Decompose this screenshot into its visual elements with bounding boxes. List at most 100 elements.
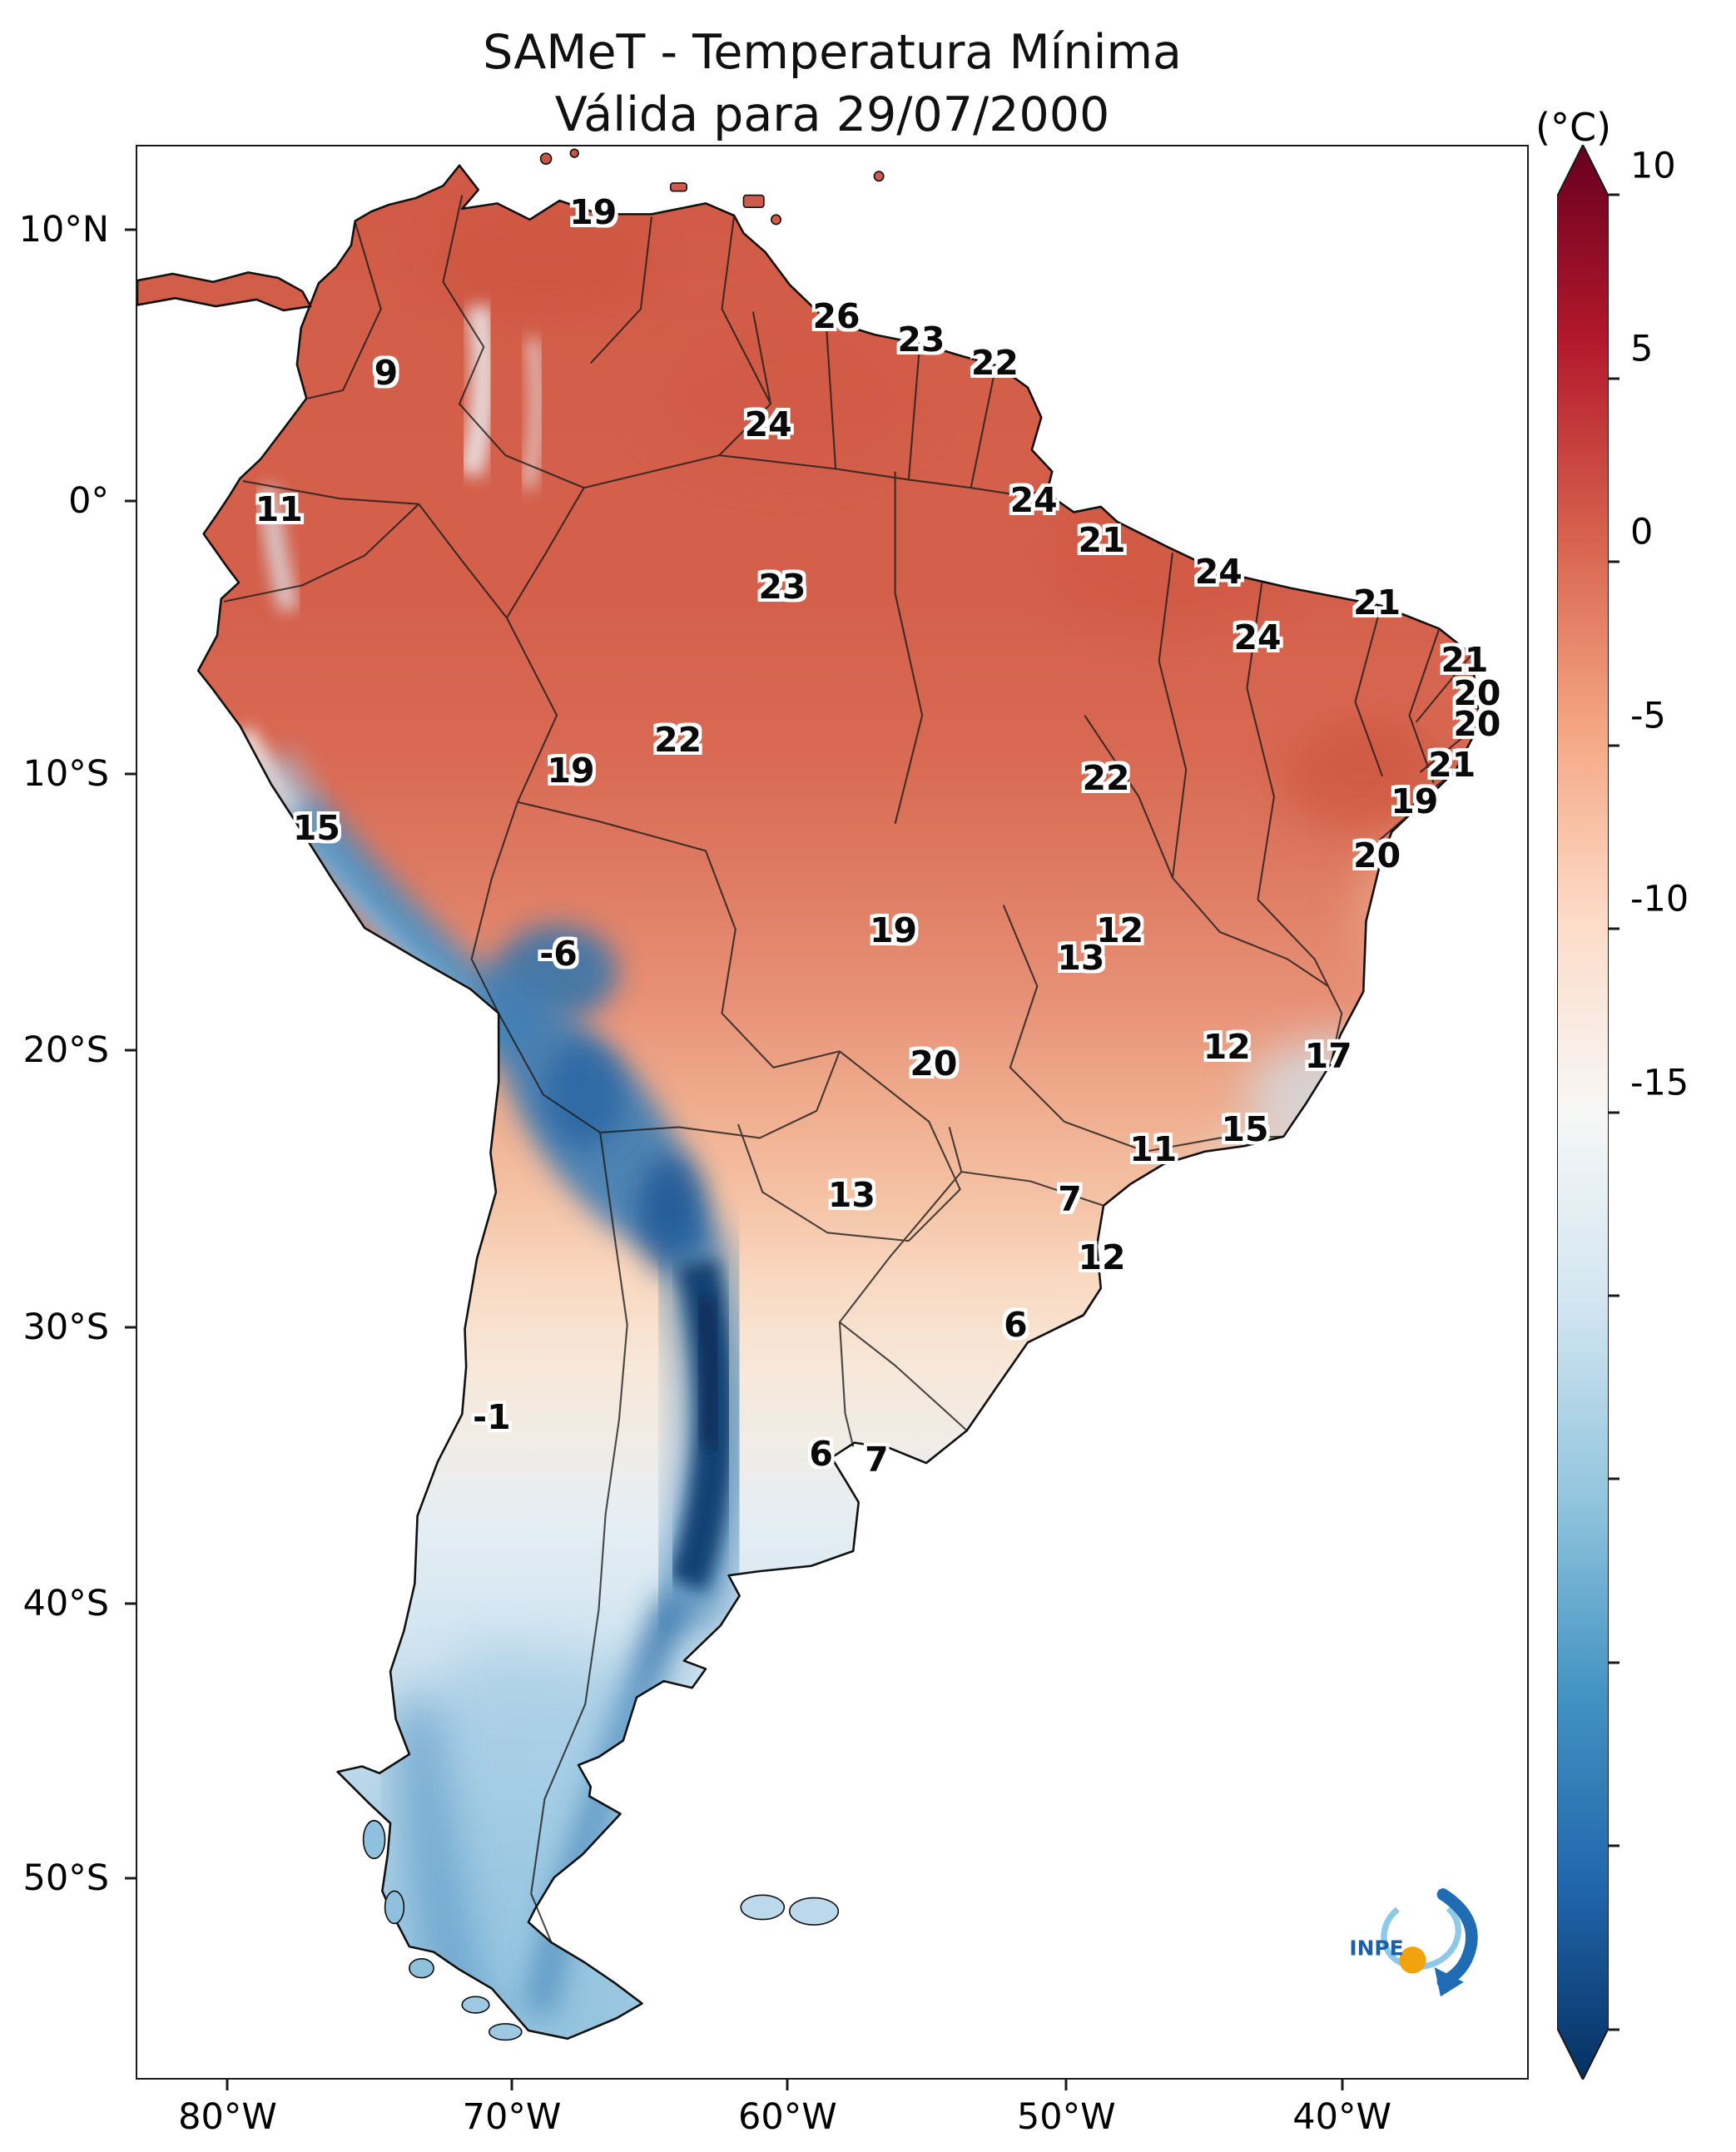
lat-tick-mark — [125, 1877, 136, 1880]
cbar-tick-mark — [1609, 1294, 1619, 1297]
colorbar — [1557, 145, 1609, 2080]
temp-value-label: 22 — [1082, 757, 1130, 798]
temp-value-label: 12 — [1078, 1237, 1126, 1277]
lon-tick-label: 70°W — [462, 2096, 562, 2138]
lon-tick-label: 50°W — [1016, 2096, 1116, 2138]
temp-value-label: 9 — [374, 352, 399, 393]
temp-value-label: 11 — [255, 489, 303, 530]
temp-value-label: 6 — [1004, 1304, 1028, 1345]
temp-value-label: 24 — [1194, 551, 1242, 592]
colorbar-unit-label: (°C) — [1535, 105, 1612, 150]
lat-tick-label: 10°S — [22, 752, 109, 795]
cbar-tick-label: 0 — [1630, 511, 1654, 553]
temp-value-label: 22 — [654, 719, 702, 760]
temp-value-label: 23 — [897, 320, 945, 360]
cbar-tick-mark — [1609, 744, 1619, 747]
lat-tick-mark — [125, 772, 136, 776]
cbar-tick-mark — [1609, 193, 1619, 196]
lat-tick-mark — [125, 1326, 136, 1329]
temp-value-label: 13 — [827, 1175, 875, 1216]
lon-tick-mark — [1064, 2080, 1068, 2090]
temp-value-label: 24 — [744, 404, 792, 445]
temp-value-label: 19 — [869, 910, 917, 951]
cbar-tick-mark — [1609, 2028, 1619, 2031]
country-state-borders — [223, 195, 1481, 1943]
temp-value-label: 21 — [1428, 744, 1476, 785]
lat-tick-label: 30°S — [22, 1306, 109, 1348]
temp-value-label: 20 — [1453, 672, 1501, 713]
cbar-tick-label: 15 — [1630, 0, 1682, 1897]
cbar-tick-label: 10 — [1630, 145, 1676, 186]
temp-value-label: 20 — [1453, 703, 1501, 744]
lon-tick-mark — [786, 2080, 789, 2090]
cbar-tick-mark — [1609, 1844, 1619, 1847]
cbar-tick-mark — [1609, 927, 1619, 930]
temp-value-label: 26 — [812, 296, 861, 337]
lat-tick-mark — [125, 1049, 136, 1052]
cbar-tick-mark — [1609, 1111, 1619, 1113]
map-plot: 19 26 23 22 9 24 24 11 21 24 23 21 24 21 20 20 22 19 21 22 1… — [136, 145, 1529, 2080]
coastline — [137, 164, 1481, 2040]
inpe-logo: INPE — [1349, 1888, 1478, 1997]
islands — [362, 148, 885, 2041]
temp-labels-layer: 19 26 23 22 9 24 24 11 21 24 23 21 24 21 20 20 22 19 21 22 1… — [137, 146, 1527, 2078]
lon-tick-mark — [1341, 2080, 1344, 2090]
cbar-tick-mark — [1609, 377, 1619, 380]
temp-value-label: 13 — [1057, 937, 1105, 978]
cbar-tick-mark — [1609, 560, 1619, 563]
lon-tick-mark — [226, 2080, 229, 2090]
chart-title-line2: Válida para 29/07/2000 — [554, 87, 1110, 143]
lat-tick-label: 0° — [68, 479, 109, 522]
cbar-tick-label: -10 — [1630, 878, 1689, 920]
cbar-tick-mark — [1609, 1477, 1619, 1480]
logo-arrow-icon — [1434, 1967, 1464, 1997]
lat-tick-label: 50°S — [22, 1857, 109, 1900]
cbar-axis: 35302520151050-5-10-15 — [1609, 0, 1736, 2080]
lat-tick-label: 40°S — [22, 1583, 109, 1625]
temp-value-label: 21 — [1441, 640, 1489, 681]
temp-value-label: -1 — [473, 1397, 511, 1438]
temp-value-label: 19 — [1391, 781, 1439, 821]
temp-value-label: 12 — [1096, 910, 1144, 951]
lat-tick-label: 20°S — [22, 1029, 109, 1072]
temp-value-label: 11 — [1129, 1128, 1178, 1169]
temp-value-label: 21 — [1078, 520, 1126, 561]
temp-value-label: 12 — [1203, 1026, 1251, 1067]
lon-tick-mark — [510, 2080, 513, 2090]
lon-tick-label: 80°W — [178, 2096, 277, 2138]
temp-value-label: 20 — [1353, 835, 1401, 875]
temp-value-label: 19 — [547, 750, 595, 791]
lat-axis: 10°N 0° 10°S 20°S 30°S 40°S 50°S — [0, 145, 136, 2080]
temp-value-label: 19 — [569, 191, 618, 232]
temp-value-label: 21 — [1353, 582, 1401, 622]
lat-tick-label: 10°N — [18, 209, 109, 251]
lon-tick-label: 40°W — [1292, 2096, 1392, 2138]
temp-value-label: 7 — [865, 1440, 889, 1480]
temp-value-label: 20 — [910, 1044, 958, 1084]
lat-tick-mark — [125, 228, 136, 231]
temp-value-label: 24 — [1009, 479, 1058, 520]
logo-orange-globe-icon — [1399, 1946, 1426, 1974]
cbar-tick-label: -15 — [1630, 1062, 1689, 1104]
inpe-logo-text: INPE — [1349, 1936, 1403, 1961]
cbar-tick-label: -5 — [1630, 695, 1666, 737]
temp-value-label: 7 — [1058, 1178, 1082, 1219]
cbar-tick-mark — [1609, 1661, 1619, 1664]
lat-tick-mark — [125, 1602, 136, 1605]
temp-value-label: 15 — [292, 808, 340, 849]
temp-value-label: -6 — [539, 934, 578, 974]
chart-title: SAMeT - Temperatura Mínima Válida para 2… — [136, 22, 1529, 146]
temp-value-label: 24 — [1233, 617, 1282, 657]
lon-tick-label: 60°W — [738, 2096, 837, 2138]
temp-value-label: 22 — [970, 342, 1019, 383]
lon-axis: 80°W 70°W 60°W 50°W 40°W — [136, 2080, 1529, 2146]
temp-value-label: 17 — [1304, 1036, 1352, 1077]
chart-title-line1: SAMeT - Temperatura Mínima — [483, 25, 1182, 80]
temp-value-label: 15 — [1221, 1109, 1269, 1150]
cbar-tick-label: 5 — [1630, 328, 1654, 370]
lat-tick-mark — [125, 499, 136, 503]
temp-value-label: 23 — [758, 567, 806, 607]
south-america-map — [137, 148, 1481, 2041]
temp-value-label: 6 — [809, 1434, 833, 1475]
